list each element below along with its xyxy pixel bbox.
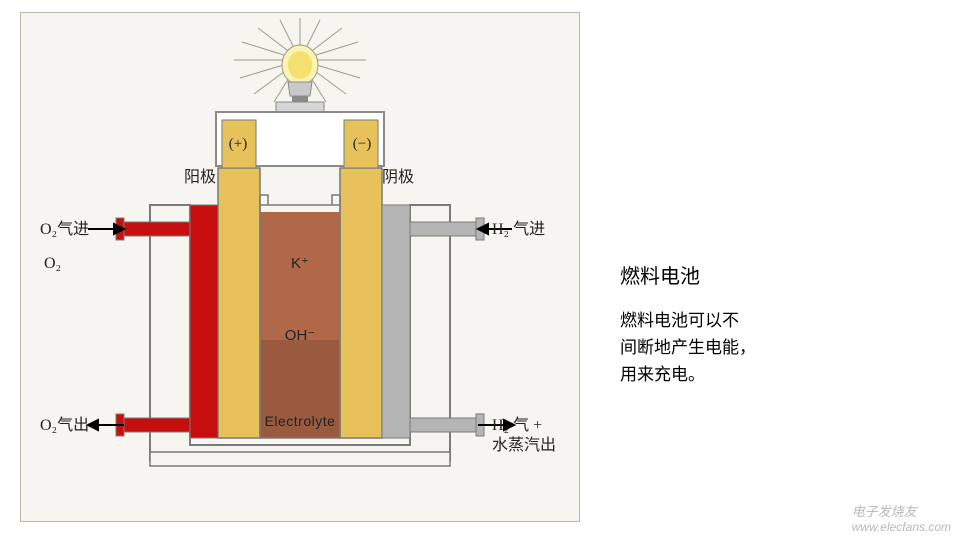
side-body-line: 燃料电池可以不: [620, 307, 920, 334]
o2-in-pipe: [120, 222, 190, 236]
bulb-base: [288, 82, 312, 96]
o2-out-label: O₂气出: [40, 416, 89, 434]
side-body-line: 间断地产生电能，: [620, 334, 920, 361]
k-ion-label: K⁺: [291, 255, 309, 272]
h2-in-label: H₂ 气进: [492, 220, 545, 238]
cathode-channel: [382, 205, 410, 438]
side-body: 燃料电池可以不 间断地产生电能， 用来充电。: [620, 307, 920, 389]
bulb-contact: [292, 96, 308, 102]
anode-plate: [218, 168, 260, 438]
bulb-glow: [288, 51, 312, 79]
o2-in-label: O₂气进: [40, 220, 89, 238]
h2-out-label-1: H₂ 气 +: [492, 416, 542, 434]
h2-out-label-2: 水蒸汽出: [492, 436, 556, 454]
fuel-cell-svg: (+) (−): [0, 0, 600, 542]
oh-ion-label: OH⁻: [285, 327, 315, 344]
h2-out-pipe: [410, 418, 480, 432]
side-title: 燃料电池: [620, 260, 920, 289]
anode-label: 阳极: [184, 168, 216, 186]
cathode-label: 阴极: [382, 168, 414, 186]
watermark: 电子发烧友 www.elecfans.com: [852, 501, 951, 534]
h2-in-pipe: [410, 222, 480, 236]
watermark-url: www.elecfans.com: [852, 520, 951, 534]
side-panel: 燃料电池 燃料电池可以不 间断地产生电能， 用来充电。: [620, 260, 920, 389]
o2-out-pipe: [120, 418, 190, 432]
cathode-plate: [340, 168, 382, 438]
o2-sym-label: O₂: [44, 255, 61, 272]
watermark-brand: 电子发烧友: [852, 501, 951, 520]
diagram-canvas: (+) (−): [0, 0, 710, 542]
anode-channel: [190, 205, 218, 438]
anode-sign: (+): [229, 136, 247, 152]
electrolyte-label: Electrolyte: [265, 413, 336, 429]
side-body-line: 用来充电。: [620, 361, 920, 388]
cathode-sign: (−): [353, 136, 371, 152]
